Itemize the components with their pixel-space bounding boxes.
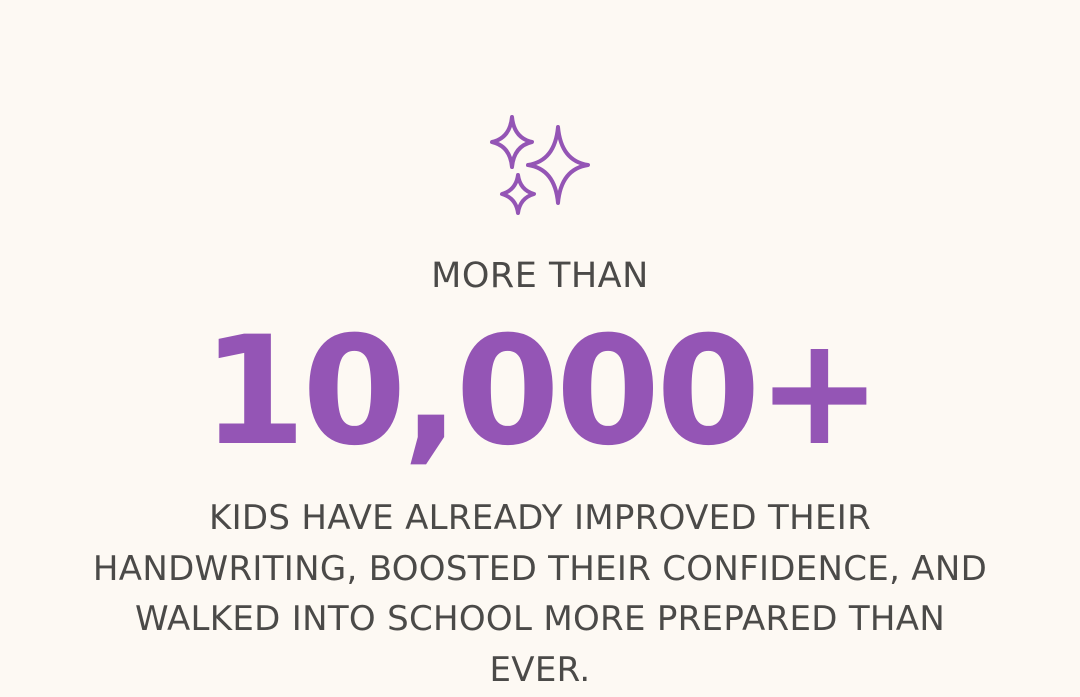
eyebrow-text: MORE THAN	[431, 256, 649, 296]
description-text: KIDS HAVE ALREADY IMPROVED THEIR HANDWRI…	[92, 498, 988, 690]
sparkles-icon	[480, 105, 600, 225]
headline-number: 10,000+	[201, 305, 883, 479]
